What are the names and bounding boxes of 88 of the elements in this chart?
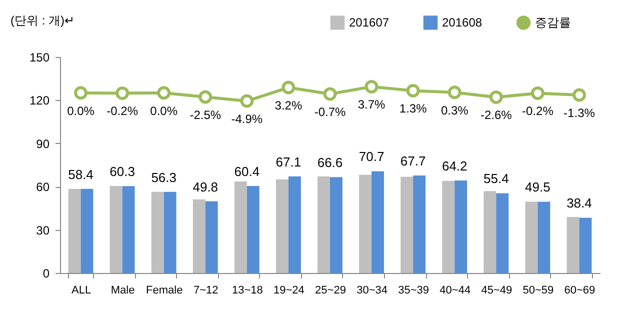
data-label: 0.0% [67,104,95,118]
legend-label: 201607 [349,16,390,30]
bar [246,186,260,273]
bar [151,192,164,273]
data-label: 70.7 [358,149,384,164]
data-label: -0.2% [106,104,138,118]
y-tick-label: 60 [36,180,50,194]
bar [80,188,94,273]
bar [205,201,218,273]
point [406,84,420,98]
bar [538,202,550,273]
point [323,87,337,101]
bar [400,176,414,273]
bar [496,193,509,273]
bar [288,176,301,273]
y-tick-label: 0 [42,266,50,280]
bar [122,186,135,273]
data-label: 67.7 [400,154,426,169]
point [364,80,378,94]
x-tick-label: 50~59 [522,284,554,296]
bar [484,191,496,273]
point [572,88,586,102]
point [240,94,254,108]
data-label: 0.3% [440,103,469,118]
point [74,86,88,100]
x-tick-label: 35~39 [398,284,430,296]
data-label: 49.8 [192,179,218,194]
data-label: 49.5 [525,180,550,195]
y-tick-label: 90 [36,136,50,151]
y-tick-label: 120 [29,94,50,108]
data-label: 56.3 [151,170,176,185]
data-label: -2.5% [190,108,222,122]
data-label: 66.6 [317,155,343,170]
data-label: 64.2 [442,158,468,174]
x-tick-label: 60~69 [564,284,596,296]
bar [234,182,247,273]
x-tick-label: Female [146,284,183,296]
legend-label: 증감률 [535,16,571,30]
bar [276,179,288,273]
bar [359,174,372,273]
data-label: 60.4 [234,164,260,180]
bar [330,177,342,273]
data-label: 0.0% [150,104,178,118]
x-tick-label: 7~12 [193,284,218,296]
data-label: 60.3 [110,164,135,180]
point [198,90,212,104]
bar [110,186,122,273]
x-tick-label: 19~24 [274,284,304,296]
x-tick-label: 30~34 [356,284,388,296]
x-tick-label: 45~49 [481,284,512,296]
bar [454,180,468,273]
data-label: 67.1 [276,154,302,170]
data-label: -0.2% [522,104,554,118]
y-tick-label: 150 [29,50,50,64]
bar [525,202,538,273]
y-tick-label: 30 [36,223,50,238]
data-label: -2.6% [480,108,512,122]
data-label: 3.2% [274,98,302,113]
bar [318,176,330,273]
data-label: 3.7% [358,98,386,112]
data-label: 38.4 [566,196,592,211]
data-label: 55.4 [484,171,509,186]
y-axis-title: (단위 : 개)↵ [10,14,75,28]
point [116,86,130,100]
x-tick-label: 40~44 [440,284,471,296]
data-label: -0.7% [314,105,346,120]
bar [192,199,206,273]
x-tick-label: ALL [71,284,92,296]
bar [372,171,384,273]
data-label: 58.4 [68,166,94,182]
bar [579,218,592,273]
x-tick-label: Male [110,284,135,296]
bar [566,216,580,273]
point [282,80,296,94]
bar [164,192,176,273]
x-tick-label: 25~29 [315,284,346,296]
point [530,86,544,100]
data-label: -1.3% [564,106,596,120]
data-label: -4.9% [231,112,263,126]
point [489,90,503,104]
bar [68,188,81,273]
bar [442,180,455,273]
point [448,86,462,100]
point [157,86,171,100]
legend-label: 201608 [442,16,482,30]
x-tick-label: 13~18 [232,284,263,296]
bar [413,176,426,273]
data-label: 1.3% [399,102,428,116]
